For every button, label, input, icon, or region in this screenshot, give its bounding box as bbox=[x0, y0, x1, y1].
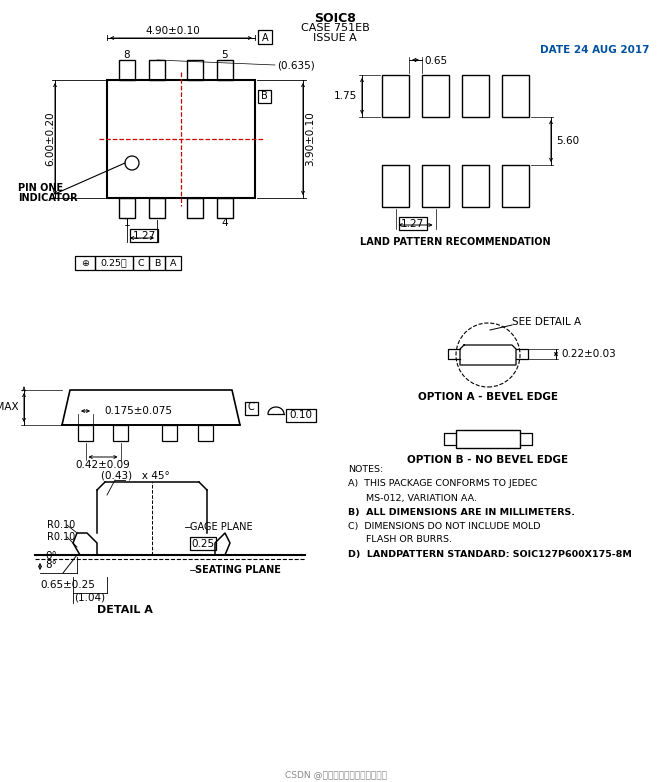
Bar bbox=[422, 75, 449, 117]
Bar bbox=[190, 537, 216, 550]
Bar bbox=[187, 60, 203, 80]
Bar bbox=[165, 256, 181, 270]
Text: 0.25: 0.25 bbox=[192, 539, 214, 549]
Bar bbox=[258, 90, 271, 103]
Bar bbox=[162, 425, 177, 441]
Text: (1.04): (1.04) bbox=[75, 592, 106, 602]
Text: A: A bbox=[170, 259, 176, 267]
Bar bbox=[149, 198, 165, 218]
Bar bbox=[258, 30, 272, 44]
Bar bbox=[187, 198, 203, 218]
Text: ⊕: ⊕ bbox=[81, 259, 89, 267]
Text: GAGE PLANE: GAGE PLANE bbox=[190, 522, 253, 532]
Text: 0.25Ⓜ: 0.25Ⓜ bbox=[101, 259, 128, 267]
Bar bbox=[462, 75, 489, 117]
Text: MS-012, VARIATION AA.: MS-012, VARIATION AA. bbox=[348, 493, 477, 503]
Text: 5: 5 bbox=[222, 50, 228, 60]
Text: 1.27: 1.27 bbox=[132, 231, 156, 241]
Text: OPTION A - BEVEL EDGE: OPTION A - BEVEL EDGE bbox=[418, 392, 558, 402]
Text: CASE 751EB: CASE 751EB bbox=[300, 23, 370, 33]
Bar bbox=[119, 198, 135, 218]
Bar bbox=[462, 165, 489, 207]
Bar bbox=[149, 256, 165, 270]
Bar bbox=[95, 256, 133, 270]
Text: A)  THIS PACKAGE CONFORMS TO JEDEC: A) THIS PACKAGE CONFORMS TO JEDEC bbox=[348, 479, 538, 489]
Bar bbox=[245, 401, 258, 414]
Text: 1.27: 1.27 bbox=[401, 219, 424, 229]
Text: 0.42±0.09: 0.42±0.09 bbox=[76, 460, 130, 470]
Text: NOTES:: NOTES: bbox=[348, 465, 383, 475]
Text: 6.00±0.20: 6.00±0.20 bbox=[45, 112, 55, 167]
Bar bbox=[286, 409, 316, 422]
Text: 1: 1 bbox=[124, 218, 130, 228]
Text: SEE DETAIL A: SEE DETAIL A bbox=[512, 317, 581, 327]
Text: R0.10: R0.10 bbox=[47, 532, 75, 542]
Bar bbox=[198, 425, 213, 441]
Bar bbox=[382, 75, 409, 117]
Bar bbox=[75, 256, 95, 270]
Text: B: B bbox=[154, 259, 160, 267]
Bar bbox=[382, 165, 409, 207]
Text: SOIC8: SOIC8 bbox=[314, 12, 356, 24]
Text: 0.22±0.03: 0.22±0.03 bbox=[561, 349, 616, 359]
Text: 0.65: 0.65 bbox=[424, 56, 447, 66]
Text: DETAIL A: DETAIL A bbox=[97, 605, 153, 615]
Text: CSDN @深圳市恒雅达电子有限公司: CSDN @深圳市恒雅达电子有限公司 bbox=[285, 770, 387, 780]
Bar bbox=[149, 60, 165, 80]
Bar bbox=[130, 229, 158, 242]
Text: A: A bbox=[261, 33, 268, 43]
Text: (0.43)   x 45°: (0.43) x 45° bbox=[101, 470, 169, 480]
Text: PIN ONE: PIN ONE bbox=[18, 183, 63, 193]
Text: 3.90±0.10: 3.90±0.10 bbox=[305, 112, 315, 167]
Text: 0.65±0.25: 0.65±0.25 bbox=[40, 580, 95, 590]
Text: C: C bbox=[138, 259, 144, 267]
Bar bbox=[398, 217, 427, 230]
Bar bbox=[133, 256, 149, 270]
Bar bbox=[456, 430, 520, 448]
Bar bbox=[113, 425, 128, 441]
Text: 0.10: 0.10 bbox=[290, 410, 312, 420]
Text: (0.635): (0.635) bbox=[277, 60, 314, 70]
Text: 1.75 MAX: 1.75 MAX bbox=[0, 403, 19, 412]
Bar bbox=[119, 60, 135, 80]
Text: C: C bbox=[247, 403, 255, 412]
Text: 0.175±0.075: 0.175±0.075 bbox=[104, 406, 172, 416]
Text: INDICATOR: INDICATOR bbox=[18, 193, 78, 203]
Text: 0°: 0° bbox=[45, 551, 57, 561]
Text: 8: 8 bbox=[124, 50, 130, 60]
Bar bbox=[422, 165, 449, 207]
Text: B)  ALL DIMENSIONS ARE IN MILLIMETERS.: B) ALL DIMENSIONS ARE IN MILLIMETERS. bbox=[348, 508, 575, 516]
Text: FLASH OR BURRS.: FLASH OR BURRS. bbox=[348, 536, 452, 544]
Text: 1.75: 1.75 bbox=[334, 91, 357, 101]
Bar bbox=[502, 165, 529, 207]
Text: LAND PATTERN RECOMMENDATION: LAND PATTERN RECOMMENDATION bbox=[360, 237, 551, 247]
Bar bbox=[217, 198, 233, 218]
Bar bbox=[217, 60, 233, 80]
Text: 4: 4 bbox=[222, 218, 228, 228]
Text: ISSUE A: ISSUE A bbox=[313, 33, 357, 43]
Text: B: B bbox=[261, 91, 267, 101]
Bar bbox=[502, 75, 529, 117]
Text: 5.60: 5.60 bbox=[556, 136, 579, 146]
Bar bbox=[107, 80, 255, 198]
Text: DATE 24 AUG 2017: DATE 24 AUG 2017 bbox=[540, 45, 650, 55]
Text: 8°: 8° bbox=[45, 560, 57, 570]
Text: D)  LANDPATTERN STANDARD: SOIC127P600X175-8M: D) LANDPATTERN STANDARD: SOIC127P600X175… bbox=[348, 550, 632, 558]
Text: OPTION B - NO BEVEL EDGE: OPTION B - NO BEVEL EDGE bbox=[407, 455, 569, 465]
Text: C)  DIMENSIONS DO NOT INCLUDE MOLD: C) DIMENSIONS DO NOT INCLUDE MOLD bbox=[348, 522, 540, 530]
Text: SEATING PLANE: SEATING PLANE bbox=[195, 565, 281, 575]
Text: 4.90±0.10: 4.90±0.10 bbox=[146, 26, 200, 36]
Text: R0.10: R0.10 bbox=[47, 520, 75, 530]
Bar bbox=[78, 425, 93, 441]
